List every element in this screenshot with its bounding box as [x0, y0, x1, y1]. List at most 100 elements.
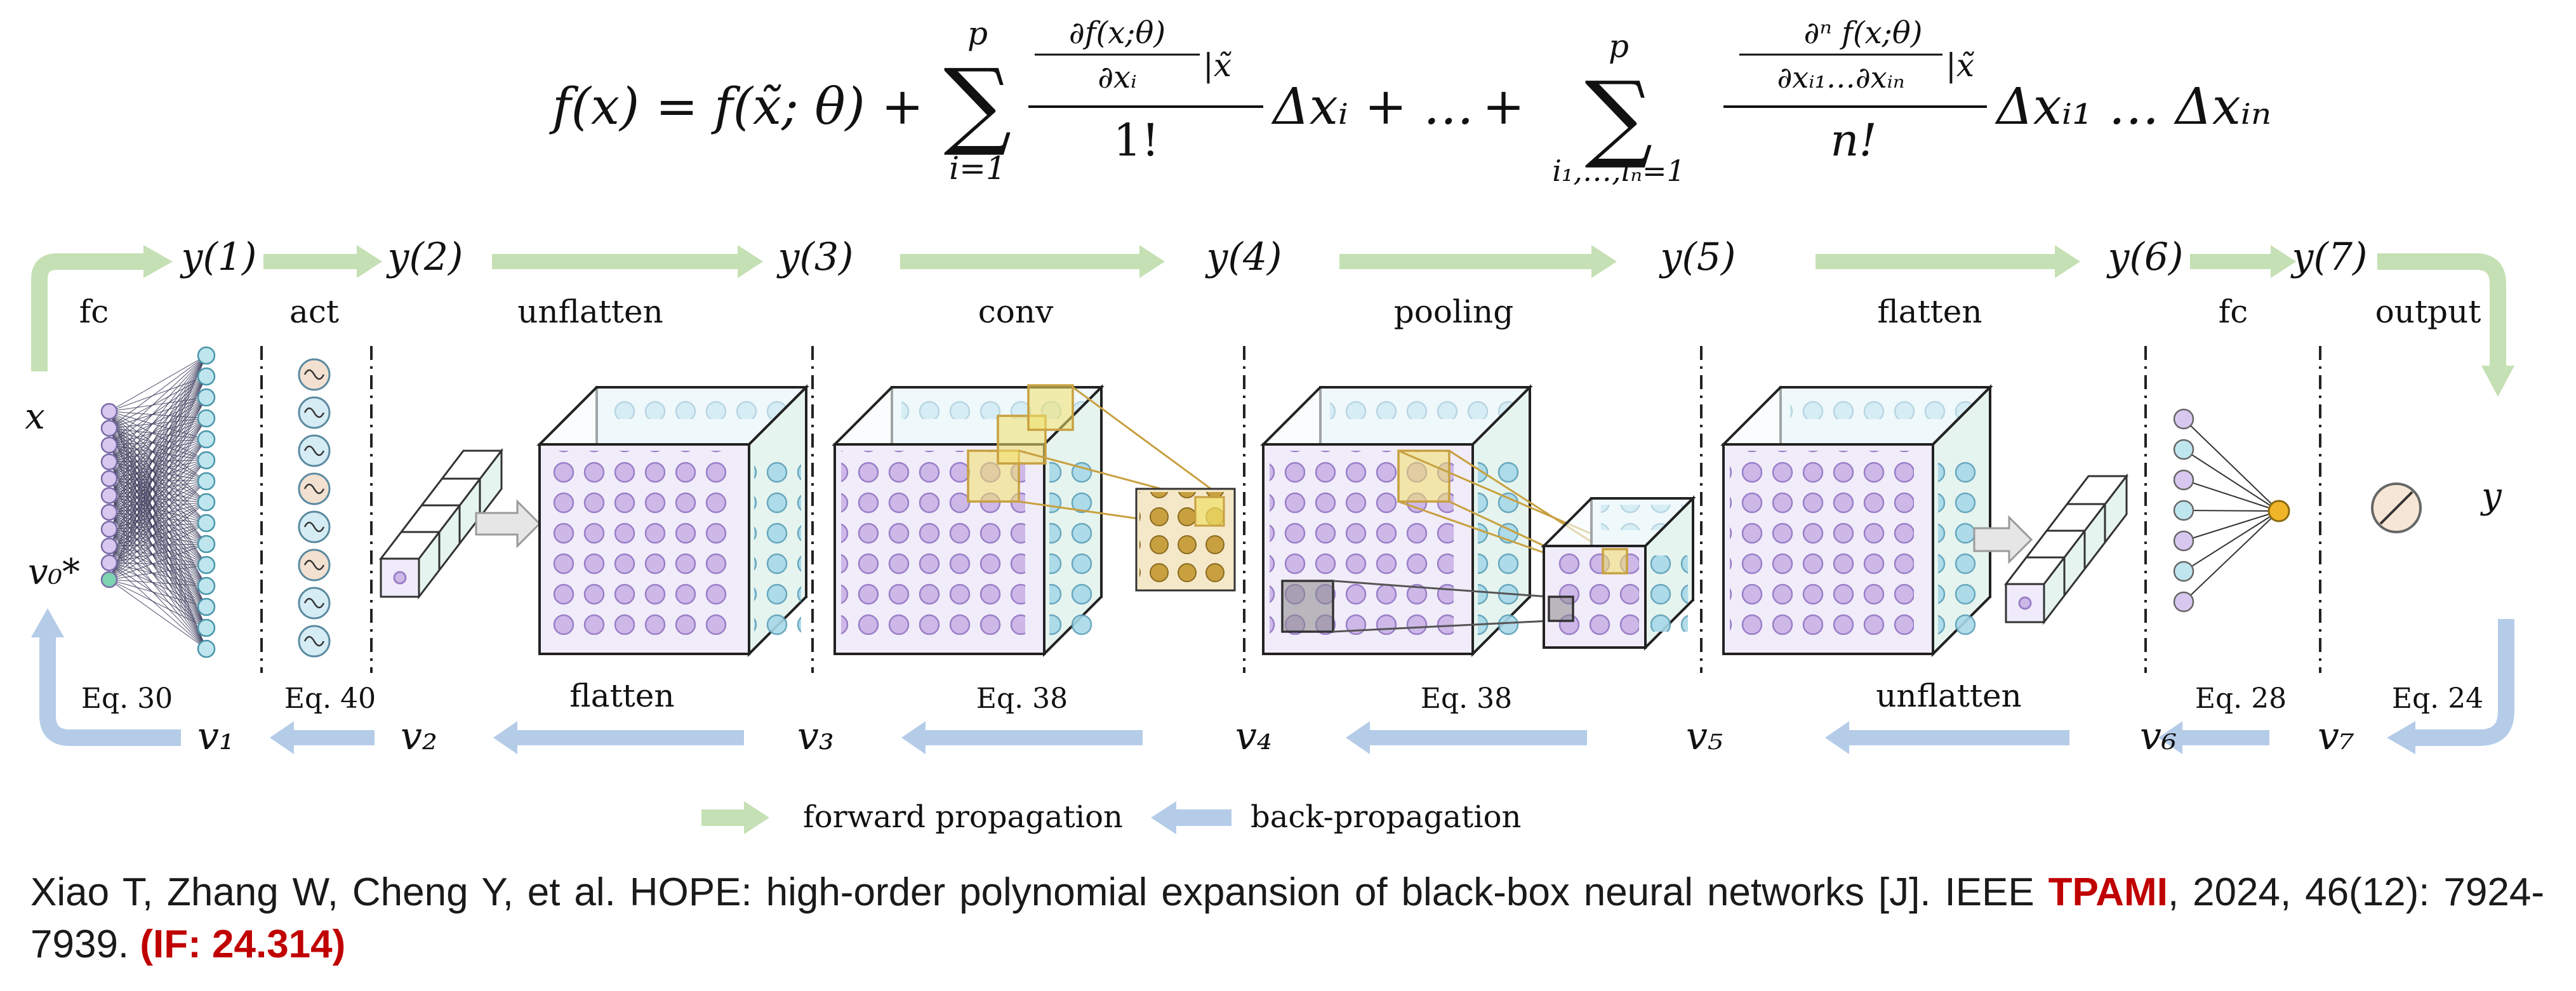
fc2-edge	[2183, 510, 2280, 602]
fc-input-neuron	[100, 402, 118, 420]
forward-arrow-input	[31, 253, 146, 371]
sine-icon	[303, 521, 325, 533]
forward-output-y2: y(2)	[386, 235, 463, 279]
legend-backward-swatch	[1174, 809, 1232, 826]
sine-icon	[303, 483, 325, 495]
fc-input-neuron	[100, 521, 118, 538]
backward-arrowhead-input	[31, 608, 64, 637]
cube-pool-highlight	[1397, 449, 1451, 503]
layer-label-output: output	[2375, 293, 2481, 330]
backward-arrow-5	[1847, 730, 2069, 745]
cube-pooling-output	[1541, 495, 1696, 651]
back-var-v4: v₄	[1235, 714, 1272, 759]
cube-unflatten-side-dots	[754, 454, 801, 638]
cube-flatten	[1720, 384, 1993, 657]
formula-lhs: f(x) = f(x̃; θ) +	[549, 77, 924, 136]
backward-arrowhead-6	[2158, 721, 2182, 754]
fc-input-neuron	[100, 420, 118, 437]
fc2-edge	[2183, 510, 2280, 542]
backward-arrowhead-1	[270, 721, 294, 754]
forward-arrow-1	[263, 254, 359, 269]
fc2-input-neuron	[2173, 408, 2194, 430]
back-label-eq38-a: Eq. 38	[976, 682, 1068, 715]
conv-kernel-output	[1135, 488, 1236, 592]
back-label-unflatten: unflatten	[1876, 677, 2022, 714]
back-var-v3: v₃	[797, 714, 834, 759]
citation-impact-factor: (IF: 24.314)	[140, 922, 346, 966]
backward-arrowhead-2	[493, 721, 517, 754]
forward-arrowhead-4	[1591, 245, 1617, 278]
sum2-top: p	[1609, 28, 1629, 65]
cube-pool-side-dots	[1478, 454, 1525, 638]
back-var-v1: v₁	[197, 714, 234, 759]
vector-block-y2	[378, 448, 504, 600]
backward-arrow-input	[39, 635, 181, 746]
fc-hidden-neuron	[197, 618, 216, 637]
fc2-input-neuron	[2173, 439, 2194, 460]
back-var-v5: v₅	[1686, 714, 1723, 759]
citation-text-after: , 2024, 46(12): 7924-7939.	[30, 870, 2544, 966]
fc-input-neuron	[100, 436, 118, 454]
fc2-edge	[2183, 418, 2280, 512]
stage-separators	[260, 346, 2321, 673]
fc2-input-neuron	[2173, 591, 2194, 613]
fc2-input-neuron	[2173, 561, 2194, 582]
back-label-eq38-b: Eq. 38	[1421, 682, 1512, 715]
fc-input-neuron	[100, 470, 118, 488]
forward-output-y3: y(3)	[776, 235, 854, 279]
fc-hidden-neuron	[197, 639, 216, 658]
cube-conv-highlight	[1027, 384, 1074, 431]
forward-output-y5: y(5)	[1659, 235, 1736, 279]
fc-hidden-neuron	[197, 493, 216, 512]
cube-unflatten-front-dots	[546, 451, 730, 635]
forward-arrows	[31, 245, 2514, 397]
term2-tail: Δxᵢ₁ … Δxᵢₙ	[1995, 77, 2271, 136]
back-label-flatten: flatten	[569, 677, 674, 714]
back-var-v2: v₂	[401, 714, 437, 759]
forward-arrowhead-3	[1139, 245, 1165, 278]
sum2-sigma: ∑	[1584, 62, 1652, 172]
cube-flatten-front-dots	[1730, 451, 1914, 635]
backward-arrow-4	[1368, 730, 1587, 745]
layer-label-flatten: flatten	[1877, 293, 1982, 330]
frac1-numerator: ∂f(x;θ)	[1069, 15, 1165, 51]
forward-output-y6: y(6)	[2106, 235, 2184, 279]
backward-arrowhead-output	[2387, 721, 2415, 754]
frac2-eval: |x̃	[1946, 47, 1974, 84]
fc-hidden-neuron	[197, 409, 216, 428]
taylor-expansion-formula: f(x) = f(x̃; θ) + p ∑ i=1 ∂f(x;θ) ∂xᵢ |x…	[549, 15, 2271, 188]
fc2-output-neuron	[2267, 500, 2290, 522]
pool-link-gray	[1332, 620, 1550, 633]
back-label-eq24: Eq. 24	[2392, 682, 2483, 715]
back-label-eq30: Eq. 30	[81, 682, 173, 715]
fc-hidden-neuron	[197, 576, 216, 595]
back-var-v6: v₆	[2140, 714, 2177, 759]
cube-pooling-input	[1260, 384, 1628, 657]
forward-arrowhead-5	[2055, 245, 2080, 278]
fc2-edge	[2183, 510, 2280, 572]
fc-network	[100, 346, 216, 658]
frac1-denominator: 1!	[1113, 114, 1160, 166]
forward-arrowhead-1	[357, 245, 382, 278]
sum2-bottom: i₁,…,iₙ=1	[1552, 154, 1685, 188]
forward-arrow-5	[1816, 254, 2057, 269]
frac1-eval: |x̃	[1203, 47, 1232, 84]
layer-label-pooling: pooling	[1394, 293, 1513, 330]
fc-hidden-neuron	[197, 535, 216, 554]
forward-arrowhead-2	[738, 245, 763, 278]
cube-pool-out-highlight	[1602, 548, 1628, 575]
fc-hidden-neuron	[197, 597, 216, 616]
layer-label-unflatten: unflatten	[517, 293, 663, 330]
output-neuron	[2371, 482, 2422, 533]
legend: forward propagation back-propagation	[701, 799, 1521, 835]
sine-icon	[303, 559, 325, 571]
backward-arrow-output	[2412, 619, 2514, 746]
frac2-denominator: n!	[1830, 114, 1876, 166]
fc-input-neuron	[100, 537, 118, 555]
forward-output-y1: y(1)	[180, 235, 257, 279]
sine-icon	[303, 445, 325, 456]
fc-input-neuron	[100, 571, 118, 589]
pool-link-gray	[1332, 580, 1550, 598]
formula-plus: +	[1482, 77, 1525, 136]
fc2-edge	[2183, 449, 2280, 512]
